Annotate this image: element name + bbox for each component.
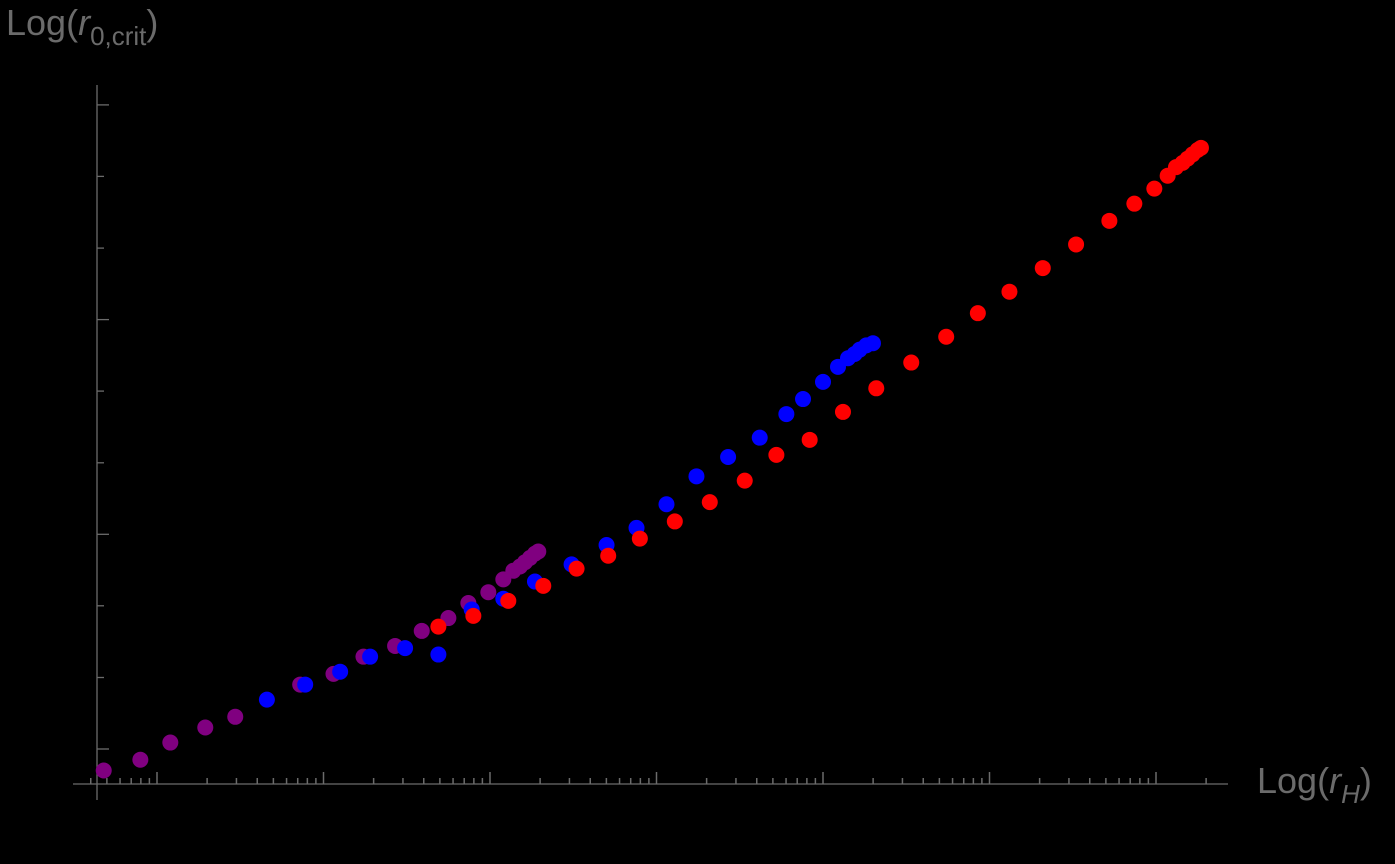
series-blue (258, 335, 881, 708)
data-point (868, 380, 885, 397)
data-point (258, 691, 275, 708)
y-axis-label: Log(r0,crit) (6, 2, 159, 51)
data-point (430, 618, 447, 635)
data-point (701, 494, 718, 511)
data-point (430, 646, 447, 663)
data-point (768, 446, 785, 463)
data-point (535, 577, 552, 594)
data-point (938, 328, 955, 345)
data-point (903, 354, 920, 371)
data-point (1146, 180, 1163, 197)
data-point (530, 543, 547, 560)
data-point (815, 373, 831, 390)
data-point (666, 513, 683, 530)
data-point (1034, 260, 1051, 277)
data-point (332, 663, 349, 680)
data-point (795, 391, 812, 408)
data-point (413, 622, 430, 639)
data-point (736, 472, 753, 489)
data-point (1001, 283, 1018, 300)
data-point (1126, 195, 1143, 212)
data-point (362, 648, 379, 665)
data-point (297, 676, 314, 693)
data-point (197, 719, 214, 736)
data-point (465, 607, 482, 624)
data-point (801, 431, 818, 448)
data-point (568, 560, 585, 577)
data-point (500, 592, 517, 609)
data-point (778, 406, 795, 423)
data-point (834, 403, 851, 420)
data-point (162, 734, 179, 751)
data-point (132, 751, 149, 768)
data-point (1068, 236, 1085, 253)
data-point (864, 335, 881, 352)
data-point (397, 640, 414, 657)
series-purple (95, 543, 547, 779)
axes (73, 85, 1228, 800)
data-points (95, 139, 1209, 779)
data-point (1192, 139, 1209, 156)
data-point (688, 468, 705, 485)
data-point (658, 496, 675, 513)
data-point (720, 449, 737, 466)
data-point (751, 429, 768, 446)
series-red (430, 139, 1209, 635)
data-point (95, 762, 112, 779)
data-point (1101, 212, 1118, 229)
data-point (969, 305, 986, 322)
data-point (600, 547, 617, 564)
x-axis-label: Log(rH) (1257, 760, 1372, 809)
data-point (631, 530, 648, 547)
data-point (227, 708, 244, 725)
data-point (480, 584, 497, 601)
